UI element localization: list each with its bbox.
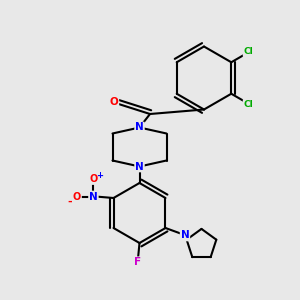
Text: +: + <box>96 171 103 180</box>
Text: N: N <box>181 230 189 241</box>
Text: N: N <box>89 191 98 202</box>
Text: O: O <box>73 191 81 202</box>
Text: -: - <box>68 197 72 207</box>
Text: O: O <box>110 97 118 107</box>
Text: O: O <box>89 174 98 184</box>
Text: N: N <box>135 122 144 133</box>
Text: Cl: Cl <box>244 100 253 109</box>
Text: Cl: Cl <box>244 47 253 56</box>
Text: N: N <box>135 161 144 172</box>
Text: F: F <box>134 257 142 267</box>
